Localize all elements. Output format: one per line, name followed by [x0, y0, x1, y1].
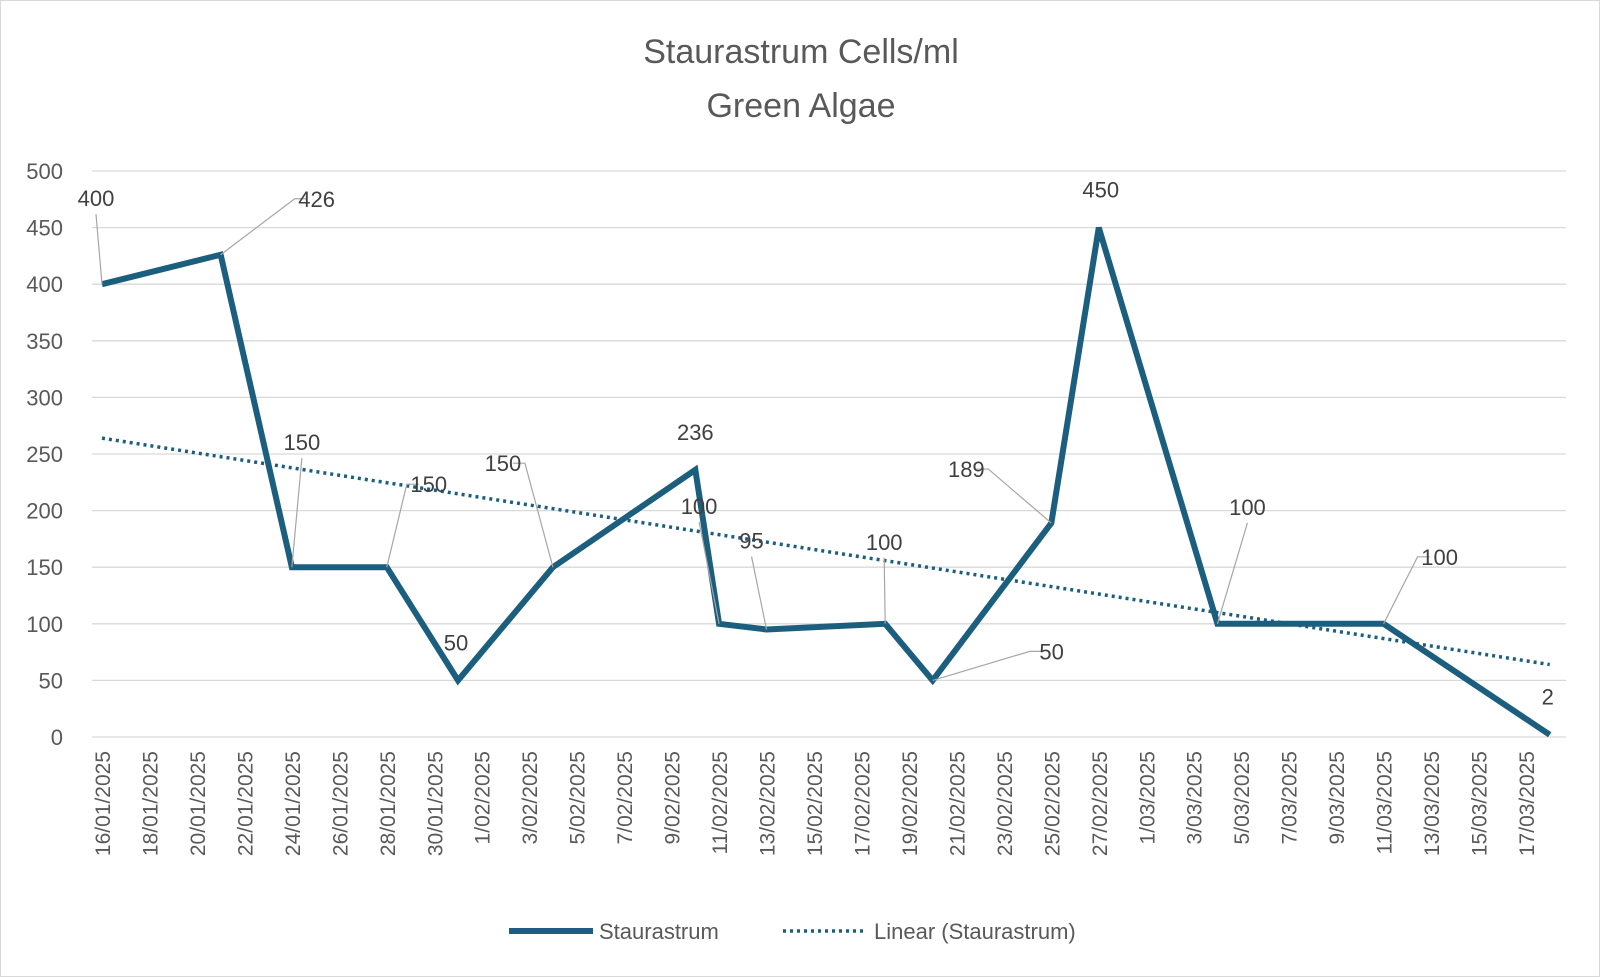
y-tick-label: 150 [26, 555, 63, 580]
staurastrum-series [101, 226, 1552, 738]
y-tick-label: 250 [26, 442, 63, 467]
y-tick-label: 400 [26, 272, 63, 297]
x-tick-label: 5/02/2025 [567, 751, 590, 844]
data-label-leader [883, 557, 886, 624]
x-tick-label: 1/02/2025 [472, 751, 495, 844]
y-tick-label: 50 [39, 668, 63, 693]
x-tick-label: 18/01/2025 [139, 751, 162, 856]
x-tick-label: 15/03/2025 [1469, 751, 1492, 856]
data-label: 100 [866, 530, 903, 555]
y-tick-label: 300 [26, 385, 63, 410]
x-tick-label: 7/03/2025 [1279, 751, 1302, 844]
x-tick-label: 11/03/2025 [1374, 751, 1397, 855]
data-label-leader [1383, 556, 1430, 625]
x-tick-label: 5/03/2025 [1231, 751, 1254, 844]
data-label: 50 [1039, 639, 1063, 664]
data-label-leader [220, 198, 307, 256]
x-tick-label: 15/02/2025 [804, 751, 827, 856]
data-labels: 400 426 150 150 50 150 236 100 95 100 50 189 450 100 1… [78, 178, 1554, 710]
chart-title-line-2: Green Algae [706, 87, 895, 125]
x-tick-label: 27/02/2025 [1089, 751, 1112, 856]
x-tick-label: 13/02/2025 [757, 751, 780, 856]
x-tick-label: 9/02/2025 [662, 751, 685, 844]
y-tick-label: 0 [51, 725, 63, 750]
data-label-leader [95, 214, 103, 285]
data-label-leader [386, 483, 419, 568]
x-tick-label: 28/01/2025 [377, 751, 400, 856]
y-tick-label: 350 [26, 329, 63, 354]
x-tick-label: 24/01/2025 [282, 751, 305, 856]
trendline-series [101, 436, 1550, 667]
data-label: 150 [485, 451, 522, 476]
data-label: 100 [1421, 545, 1458, 570]
data-label: 150 [410, 472, 447, 497]
y-tick-label: 100 [26, 612, 63, 637]
data-label-leader [932, 650, 1042, 681]
x-tick-label: 7/02/2025 [614, 751, 637, 844]
gridlines [92, 170, 1566, 738]
data-label-leader [1216, 522, 1249, 624]
x-tick-label: 3/03/2025 [1184, 751, 1207, 844]
x-tick-label: 17/02/2025 [851, 751, 874, 856]
x-tick-label: 17/03/2025 [1516, 751, 1539, 856]
x-tick-label: 16/01/2025 [92, 751, 115, 856]
y-tick-label: 450 [26, 216, 63, 241]
data-label-leader [291, 458, 303, 568]
x-tick-label: 23/02/2025 [994, 751, 1017, 856]
chart-title-line-1: Staurastrum Cells/ml [643, 33, 959, 71]
legend-label-staurastrum: Staurastrum [599, 919, 719, 944]
x-tick-label: 19/02/2025 [899, 751, 922, 856]
data-label: 189 [948, 457, 985, 482]
data-label: 150 [284, 430, 321, 455]
data-label-leader [698, 521, 720, 624]
x-tick-label: 21/02/2025 [946, 751, 969, 856]
data-label: 95 [739, 528, 763, 553]
staurastrum-line [101, 226, 1552, 738]
x-tick-label: 30/01/2025 [424, 751, 447, 856]
y-tick-label: 500 [26, 159, 63, 184]
data-label: 426 [298, 187, 335, 212]
data-label: 100 [1229, 495, 1266, 520]
data-label: 400 [78, 186, 115, 211]
x-tick-label: 3/02/2025 [519, 751, 542, 844]
x-tick-label: 1/03/2025 [1136, 751, 1159, 844]
data-label: 2 [1542, 685, 1554, 710]
x-tick-label: 9/03/2025 [1326, 751, 1349, 844]
y-tick-label: 200 [26, 499, 63, 524]
data-label: 50 [444, 630, 468, 655]
x-tick-label: 13/03/2025 [1421, 751, 1444, 856]
x-axis-tick-labels: 16/01/2025 18/01/2025 20/01/2025 22/01/2025… [92, 751, 1539, 856]
data-label-leader [750, 556, 768, 630]
legend: Staurastrum Linear (Staurastrum) [509, 919, 1076, 944]
data-label: 450 [1082, 178, 1119, 203]
data-label: 236 [677, 420, 714, 445]
x-tick-label: 22/01/2025 [234, 751, 257, 856]
data-label-leader [976, 468, 1052, 524]
x-tick-label: 25/02/2025 [1041, 751, 1064, 856]
data-label: 100 [681, 494, 718, 519]
trendline [101, 436, 1550, 667]
x-tick-label: 20/01/2025 [187, 751, 210, 856]
x-tick-label: 11/02/2025 [709, 751, 732, 855]
y-axis-tick-labels: 0 50 100 150 200 250 300 350 400 450 500 [26, 159, 63, 750]
x-tick-label: 26/01/2025 [329, 751, 352, 856]
data-label-leader [512, 462, 554, 568]
data-label-leaders [95, 198, 1430, 681]
legend-label-trendline: Linear (Staurastrum) [874, 919, 1076, 944]
